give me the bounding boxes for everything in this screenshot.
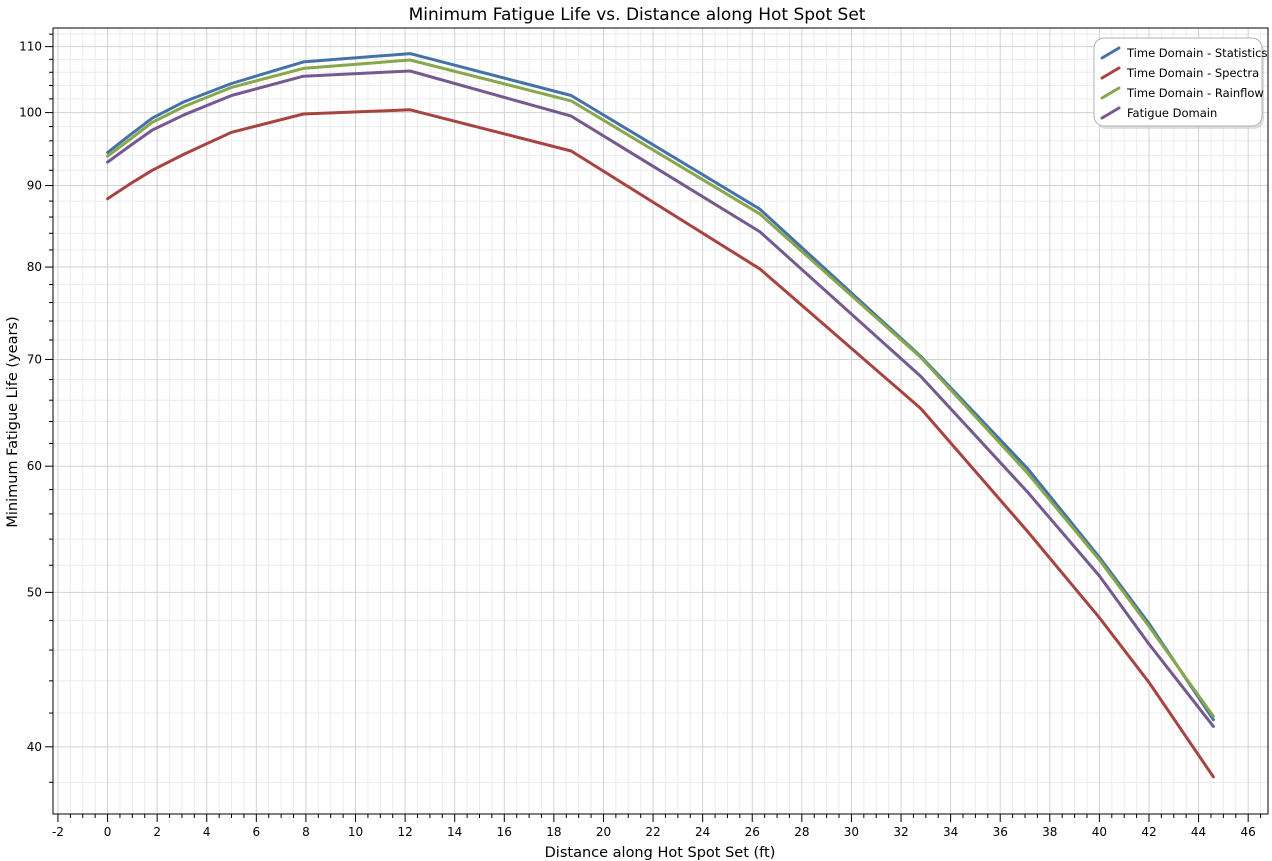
x-tick-label: 24 [695, 825, 710, 839]
legend-label-1: Time Domain - Statistics [1126, 46, 1267, 60]
x-tick-label: 20 [596, 825, 611, 839]
x-tick-label: -2 [52, 825, 64, 839]
y-tick-label: 100 [19, 106, 42, 120]
x-tick-label: 38 [1042, 825, 1057, 839]
legend: Time Domain - Statistics Time Domain - Sp… [1093, 37, 1267, 129]
legend-swatch-1 [1100, 46, 1121, 60]
x-tick-label: 14 [447, 825, 462, 839]
y-tick-label: 50 [27, 585, 42, 599]
legend-swatch-3 [1100, 86, 1121, 100]
x-tick-label: 36 [993, 825, 1008, 839]
x-tick-label: 6 [253, 825, 261, 839]
x-tick-label: 12 [397, 825, 412, 839]
x-tick-label: 18 [546, 825, 561, 839]
x-tick-label: 10 [348, 825, 363, 839]
legend-label-2: Time Domain - Spectra [1126, 66, 1259, 80]
x-tick-label: 0 [104, 825, 112, 839]
series-line-3 [106, 58, 1215, 718]
major-grid [53, 28, 1268, 814]
minor-grid [53, 28, 1268, 814]
x-tick-label: 4 [203, 825, 211, 839]
y-tick-label: 60 [27, 459, 42, 473]
x-tick-label: 8 [302, 825, 310, 839]
legend-label-4: Fatigue Domain [1127, 106, 1217, 120]
x-tick-label: 28 [794, 825, 809, 839]
x-tick-label: 34 [943, 825, 958, 839]
x-tick-label: 40 [1092, 825, 1107, 839]
legend-swatch-4 [1100, 106, 1121, 120]
x-tick-label: 44 [1191, 825, 1206, 839]
x-tick-label: 26 [745, 825, 760, 839]
y-tick-label: 70 [27, 352, 42, 366]
y-tick-label: 40 [27, 740, 42, 754]
y-tick-label: 90 [27, 179, 42, 193]
y-axis: 40 50 60 70 80 90 100 110 [19, 33, 53, 783]
series-line-1 [106, 52, 1215, 722]
x-axis: -2 0 2 4 6 8 10 12 14 16 18 20 22 24 26 28 30 32 34 36 38 40 4… [52, 814, 1262, 839]
x-tick-label: 46 [1241, 825, 1256, 839]
legend-swatch-2 [1100, 66, 1121, 80]
y-tick-label: 110 [19, 40, 42, 54]
y-tick-label: 80 [27, 260, 42, 274]
series-layer [106, 52, 1215, 779]
x-tick-label: 30 [844, 825, 859, 839]
x-tick-label: 16 [497, 825, 512, 839]
legend-box [1093, 37, 1263, 127]
x-tick-label: 42 [1141, 825, 1156, 839]
x-tick-label: 22 [645, 825, 660, 839]
chart-title: Minimum Fatigue Life vs. Distance along … [409, 5, 866, 25]
x-tick-label: 2 [153, 825, 161, 839]
legend-label-3: Time Domain - Rainflow [1126, 86, 1264, 100]
y-axis-label: Minimum Fatigue Life (years) [5, 316, 21, 527]
x-tick-label: 32 [893, 825, 908, 839]
series-line-4 [106, 69, 1215, 728]
series-line-2 [106, 108, 1215, 779]
x-axis-label: Distance along Hot Spot Set (ft) [545, 845, 776, 861]
